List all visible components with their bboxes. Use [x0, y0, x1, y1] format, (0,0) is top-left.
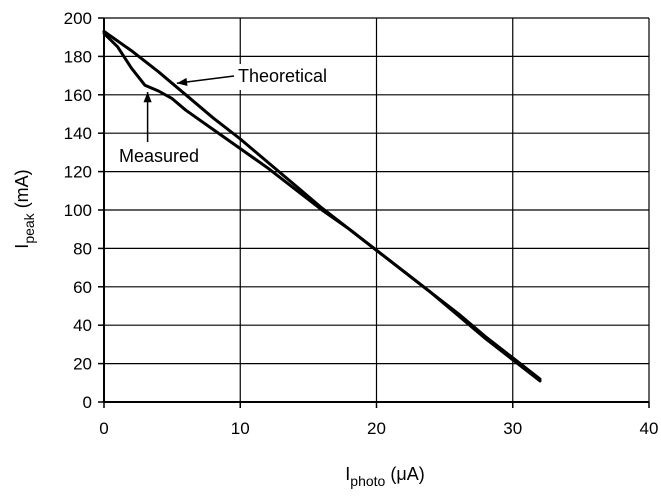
- annotation-measured-arrow-head: [143, 92, 152, 103]
- y-axis-label-subscript: peak: [21, 212, 37, 243]
- x-axis-label-main: I: [345, 464, 350, 484]
- x-tick-label: 10: [231, 419, 250, 438]
- x-tick-label: 40: [640, 419, 659, 438]
- x-axis-label-subscript: photo: [350, 473, 385, 489]
- y-tick-label: 180: [64, 47, 92, 66]
- y-tick-label: 40: [73, 316, 92, 335]
- series-line-measured: [102, 31, 542, 381]
- tick-layer: 0 10 20 30 40 0 20 40 60 80 100 120 140 160 180 200: [64, 9, 659, 438]
- annotation-layer: Theoretical Measured: [115, 64, 356, 170]
- x-axis-label-unit: (μA): [385, 464, 424, 484]
- y-axis-label-unit: (mA): [12, 169, 32, 213]
- x-tick-label: 20: [367, 419, 386, 438]
- x-axis-label: Iphoto (μA): [345, 464, 424, 489]
- y-tick-label: 60: [73, 278, 92, 297]
- annotation-measured-backdrop: [115, 144, 219, 170]
- x-tick-label: 0: [99, 419, 108, 438]
- y-tick-label: 20: [73, 355, 92, 374]
- annotation-theoretical-arrow-head: [176, 77, 188, 86]
- y-tick-label: 160: [64, 86, 92, 105]
- y-tick-label: 120: [64, 163, 92, 182]
- annotation-theoretical-backdrop: [234, 64, 356, 90]
- y-axis-label: Ipeak (mA): [12, 169, 37, 248]
- y-tick-label: 0: [83, 393, 92, 412]
- x-tick-label: 30: [503, 419, 522, 438]
- annotation-theoretical-label: Theoretical: [238, 66, 327, 86]
- y-tick-label: 140: [64, 124, 92, 143]
- series-layer: [102, 29, 542, 383]
- y-tick-label: 80: [73, 239, 92, 258]
- y-tick-label: 100: [64, 201, 92, 220]
- y-axis-label-main: I: [12, 244, 32, 249]
- annotation-measured-label: Measured: [119, 146, 199, 166]
- y-tick-label: 200: [64, 9, 92, 28]
